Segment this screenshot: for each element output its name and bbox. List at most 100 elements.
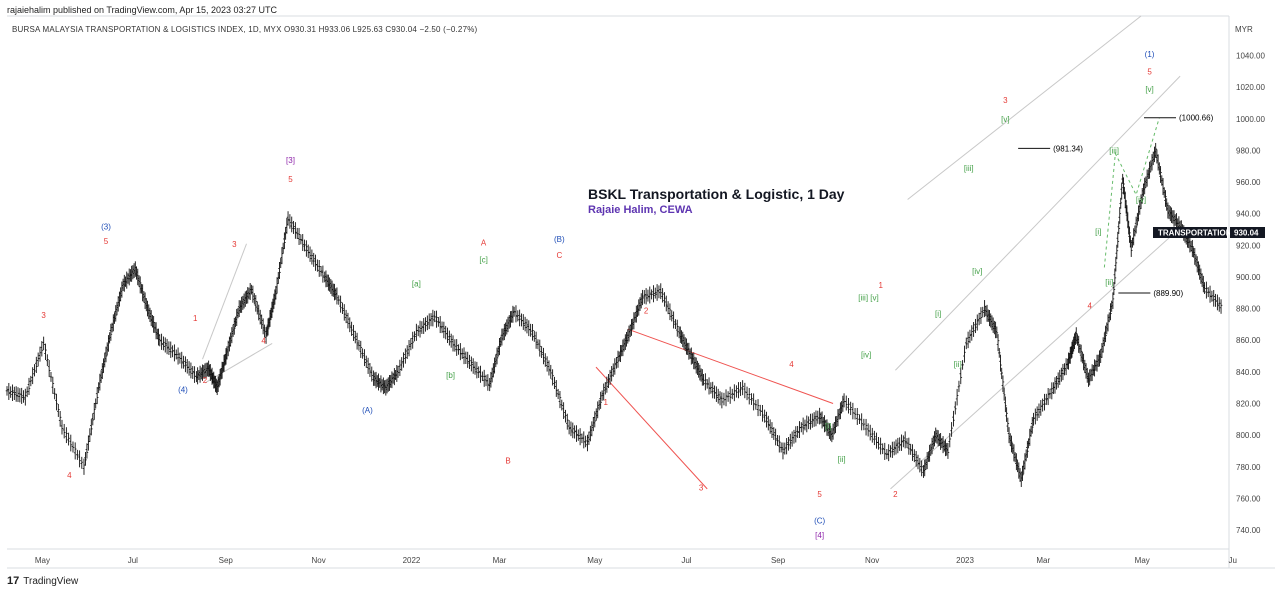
- wave-label: [iv]: [861, 351, 871, 360]
- wave-label: [ii]: [954, 360, 962, 369]
- time-axis[interactable]: May Jul Sep Nov 2022 Mar May Jul Sep Nov 2023 Mar Ma…: [35, 556, 1237, 565]
- wave-label: [iii]: [964, 164, 974, 173]
- wave-label: (A): [362, 406, 373, 415]
- wave-label: [iii] [v]: [858, 294, 878, 303]
- channel-lines: [202, 15, 1181, 490]
- wave-label: (3): [101, 223, 111, 232]
- price-tag-value: 930.04: [1234, 229, 1259, 238]
- y-tick-label: 960.00: [1236, 178, 1261, 187]
- wedge-lines: [595, 328, 834, 490]
- wave-label: 4: [261, 336, 266, 345]
- x-tick-label: Ju: [1228, 556, 1236, 565]
- wave-label: 3: [1003, 96, 1008, 105]
- wave-label: 5: [1147, 68, 1152, 77]
- level-label: (889.90): [1153, 289, 1183, 298]
- wave-label: (1): [1145, 50, 1155, 59]
- y-tick-label: 940.00: [1236, 210, 1261, 219]
- wave-label: A: [481, 238, 487, 247]
- wave-label: C: [556, 251, 562, 260]
- wave-label: 3: [699, 483, 704, 492]
- wave-label: [v]: [1001, 115, 1009, 124]
- y-tick-label: 780.00: [1236, 463, 1261, 472]
- wave-label: (4): [178, 385, 188, 394]
- tradingview-footer[interactable]: 17 TradingView: [7, 575, 78, 587]
- wave-label: 1: [604, 398, 609, 407]
- y-tick-label: 1000.00: [1236, 115, 1265, 124]
- level-label: (981.34): [1053, 144, 1083, 153]
- wave-label: 2: [203, 376, 208, 385]
- publisher-line: rajaiehalim published on TradingView.com…: [7, 5, 277, 15]
- wave-label: [iv]: [1136, 196, 1146, 205]
- wave-label: 2: [644, 306, 649, 315]
- x-tick-label: May: [1135, 556, 1150, 565]
- wave-label: [i]: [1095, 227, 1101, 236]
- y-tick-label: 1040.00: [1236, 52, 1265, 61]
- y-tick-label: 760.00: [1236, 494, 1261, 503]
- wave-label: [a]: [412, 279, 421, 288]
- wave-label: 3: [41, 311, 46, 320]
- wave-label: [v]: [1145, 85, 1153, 94]
- y-tick-label: 800.00: [1236, 431, 1261, 440]
- y-tick-label: 900.00: [1236, 273, 1261, 282]
- wave-label: (C): [814, 517, 825, 526]
- y-tick-label: 860.00: [1236, 336, 1261, 345]
- y-tick-label: 920.00: [1236, 241, 1261, 250]
- x-tick-label: Sep: [771, 556, 786, 565]
- wave-label: 1: [879, 281, 884, 290]
- price-axis[interactable]: 1040.00 1020.00 1000.00 980.00 960.00 940.00 9…: [1236, 52, 1265, 535]
- x-tick-label: May: [587, 556, 602, 565]
- x-tick-label: Nov: [311, 556, 325, 565]
- chart-title: BSKL Transportation & Logistic, 1 Day: [588, 186, 845, 202]
- wave-label: [ii]: [1105, 278, 1113, 287]
- wave-label: 4: [1087, 302, 1092, 311]
- wave-label: 5: [288, 175, 293, 184]
- wave-label: [4]: [815, 531, 824, 540]
- y-tick-label: 980.00: [1236, 146, 1261, 155]
- channel-line: [890, 227, 1181, 490]
- currency-label: MYR: [1235, 25, 1253, 34]
- price-tag-label: TRANSPORTATION: [1158, 229, 1232, 238]
- wave-label: (B): [554, 235, 565, 244]
- x-tick-label: Jul: [681, 556, 691, 565]
- wave-label: [iv]: [972, 267, 982, 276]
- x-tick-label: Jul: [128, 556, 138, 565]
- price-tag-label-bg: [1153, 227, 1227, 238]
- wave-label: B: [505, 457, 510, 466]
- wave-label: 5: [817, 490, 822, 499]
- x-tick-label: May: [35, 556, 50, 565]
- wedge-line: [627, 328, 834, 404]
- wave-label: 4: [67, 471, 72, 480]
- projection-path: [1103, 117, 1160, 268]
- channel-line: [907, 15, 1142, 200]
- x-tick-label: 2023: [956, 556, 974, 565]
- price-tag-value-bg: [1230, 227, 1265, 238]
- chart-subtitle: Rajaie Halim, CEWA: [588, 204, 693, 216]
- wave-label: [i]: [825, 422, 831, 431]
- x-tick-label: Nov: [865, 556, 879, 565]
- y-tick-label: 740.00: [1236, 526, 1261, 535]
- wave-label: 5: [104, 237, 109, 246]
- footer-brand: TradingView: [23, 575, 79, 587]
- channel-line: [895, 75, 1181, 371]
- wave-label: 2: [893, 490, 898, 499]
- wave-label: 1: [193, 314, 198, 323]
- channel-line: [202, 243, 247, 360]
- tradingview-logo-icon: 17: [7, 575, 20, 587]
- price-series: [5, 142, 1223, 487]
- x-tick-label: Mar: [1036, 556, 1050, 565]
- wave-label: [iii]: [1109, 147, 1119, 156]
- projection-dashed-path: [1103, 117, 1160, 268]
- y-tick-label: 880.00: [1236, 305, 1261, 314]
- wedge-line: [595, 366, 708, 490]
- wave-label: [i]: [935, 310, 941, 319]
- y-tick-label: 820.00: [1236, 399, 1261, 408]
- x-tick-label: 2022: [403, 556, 421, 565]
- level-label: (1000.66): [1179, 114, 1214, 123]
- wave-labels: (1) 5 [v] (1000.66) [iii] [iv] [i] [ii] 4 (889.90…: [41, 50, 1213, 540]
- symbol-info-line: BURSA MALAYSIA TRANSPORTATION & LOGISTIC…: [12, 25, 478, 34]
- wave-label: [3]: [286, 156, 295, 165]
- channel-line: [204, 342, 273, 384]
- y-tick-label: 1020.00: [1236, 83, 1265, 92]
- wave-label: 4: [789, 360, 794, 369]
